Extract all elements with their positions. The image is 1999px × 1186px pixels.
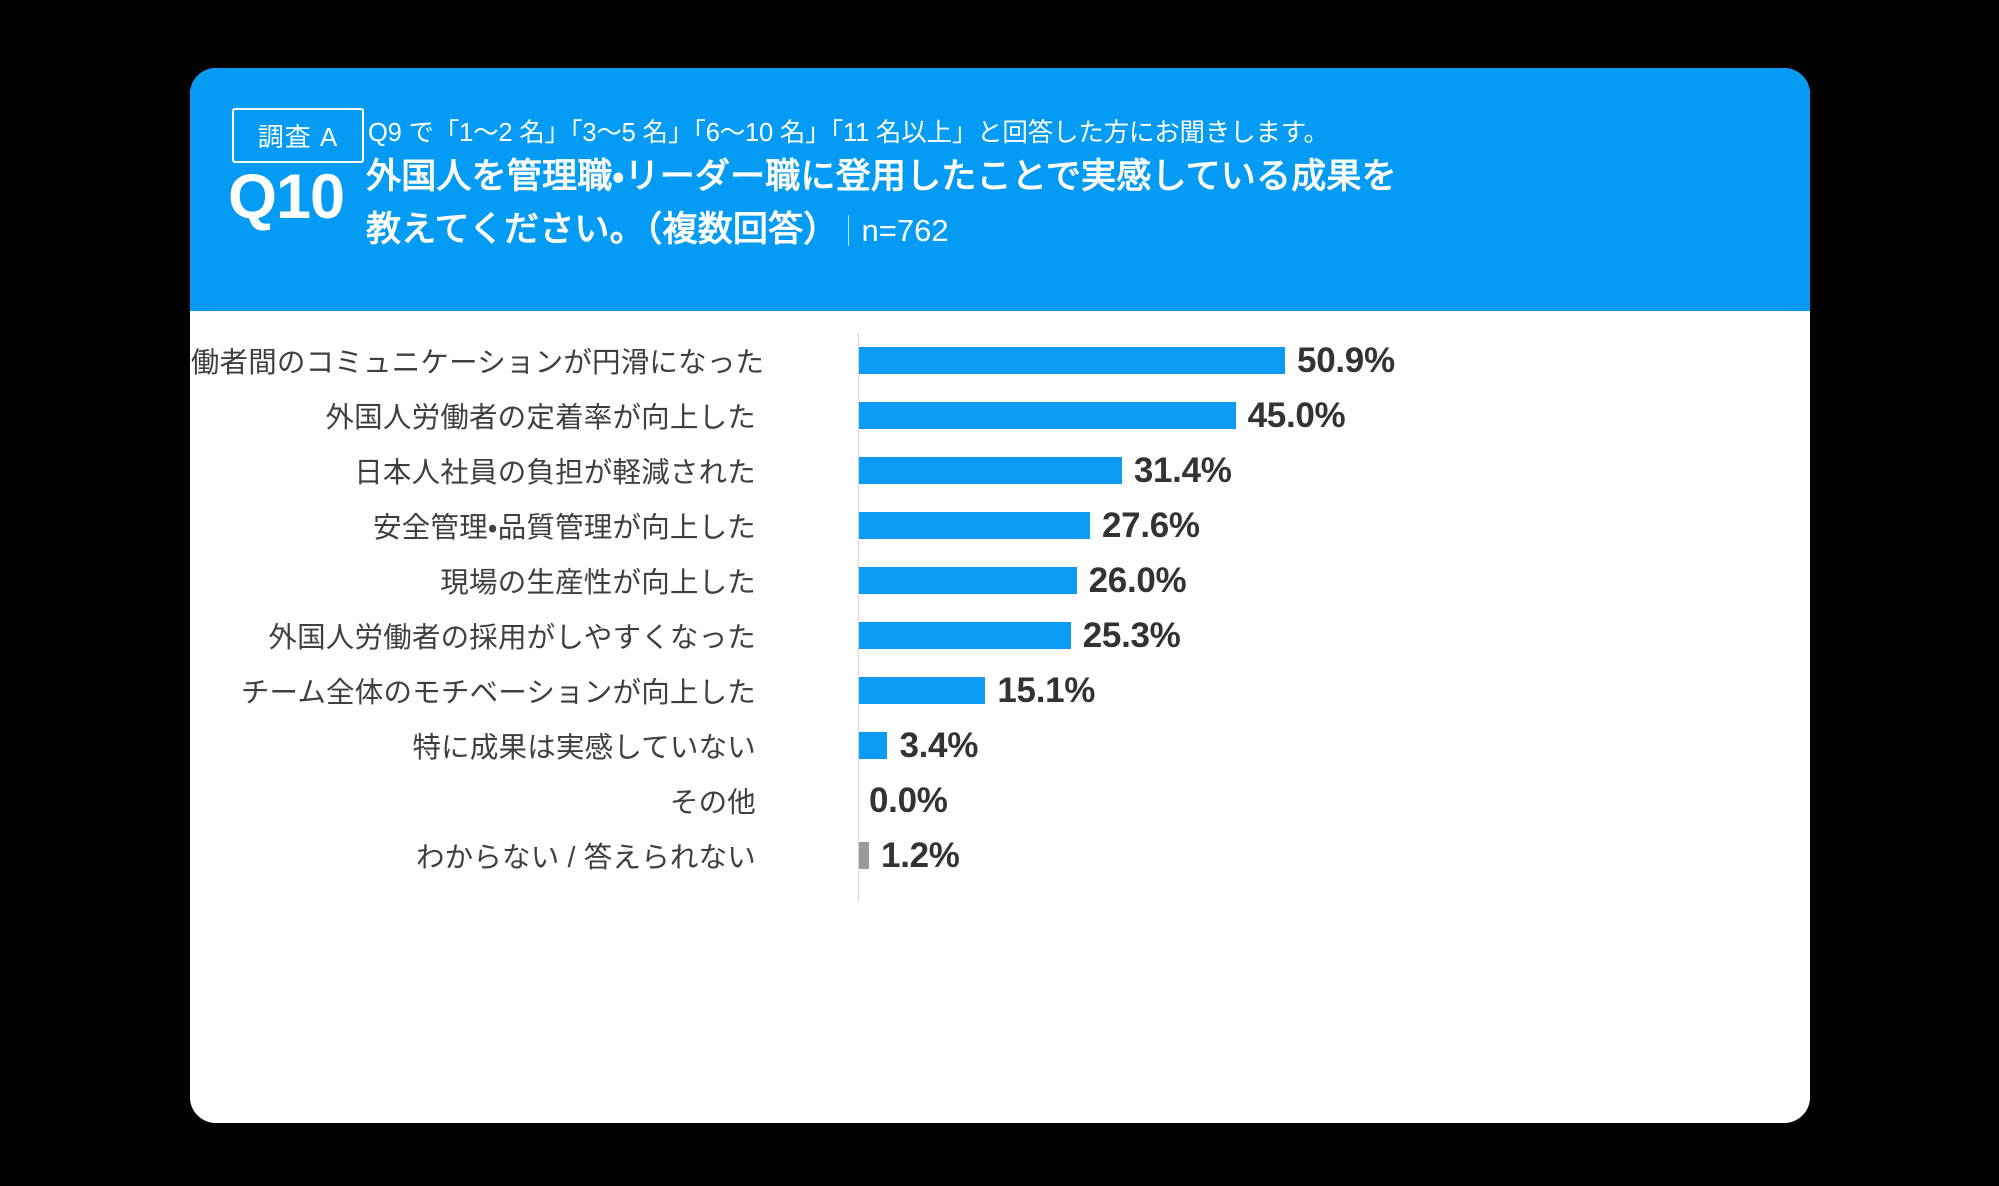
chart-row: その他 0.0% <box>190 773 1810 828</box>
chart-bar-value: 27.6% <box>1102 505 1200 545</box>
chart-bar <box>859 512 1090 539</box>
chart-row-label: 安全管理・品質管理が向上した <box>373 512 756 544</box>
chart-bar <box>859 732 888 759</box>
chart-bar-wrap: 3.4% <box>859 718 1759 773</box>
chart-bar-value: 1.2% <box>881 835 960 875</box>
question-title: 外国人を管理職・リーダー職に登用したことで実感している成果を 教えてください。（… <box>366 150 1397 256</box>
chart-row: 現場の生産性が向上した 26.0% <box>190 553 1810 608</box>
chart-row: 外国人労働者の採用がしやすくなった 25.3% <box>190 608 1810 663</box>
chart-bar <box>859 622 1071 649</box>
chart-bar-value: 31.4% <box>1133 450 1232 490</box>
sample-size: n=762 <box>861 213 949 249</box>
chart-row: 日本人社員の負担が軽減された 31.4% <box>190 443 1810 498</box>
chart-bar-wrap: 0.0% <box>859 773 1759 828</box>
chart-bar <box>859 402 1236 429</box>
chart-bar-value: 50.9% <box>1297 340 1395 380</box>
chart-bar-wrap: 1.2% <box>859 828 1759 883</box>
chart-row: 外国人労働者の定着率が向上した 45.0% <box>190 388 1810 443</box>
chart-bar-value: 25.3% <box>1082 615 1181 655</box>
chart-bar <box>859 567 1077 594</box>
chart-bar-value: 0.0% <box>869 780 948 820</box>
chart-bar <box>859 842 870 869</box>
chart-bar-wrap: 25.3% <box>859 608 1759 663</box>
chart-row: 特に成果は実感していない 3.4% <box>190 718 1810 773</box>
chart-bar-wrap: 31.4% <box>859 443 1759 498</box>
chart-bar-value: 26.0% <box>1088 560 1187 600</box>
chart-bar-wrap: 26.0% <box>859 553 1759 608</box>
chart-row-label: チーム全体のモチベーションが向上した <box>240 677 756 709</box>
chart-row-label: 特に成果は実感していない <box>412 732 756 764</box>
chart-row: 外国人労働者間のコミュニケーションが円滑になった 50.9% <box>190 333 1810 388</box>
chart-axis-line <box>858 333 859 901</box>
question-title-line2-text: 教えてください。（複数回答） <box>366 210 839 250</box>
chart-row: 安全管理・品質管理が向上した 27.6% <box>190 498 1810 553</box>
chart-row-label: 外国人労働者間のコミュニケーションが円滑になった <box>190 347 765 379</box>
chart-bar <box>859 347 1286 374</box>
question-title-line1: 外国人を管理職・リーダー職に登用したことで実感している成果を <box>366 157 1397 196</box>
chart-row: チーム全体のモチベーションが向上した 15.1% <box>190 663 1810 718</box>
chart-bar-wrap: 50.9% <box>859 333 1759 388</box>
survey-card: 調査 A Q10 Q9 で「1〜2 名」「3〜5 名」「6〜10 名」「11 名… <box>190 68 1810 1123</box>
chart-bar-value: 3.4% <box>899 725 979 765</box>
chart-bar-value: 15.1% <box>997 670 1096 710</box>
question-title-line2: 教えてください。（複数回答） n=762 <box>366 203 1397 256</box>
card-header: 調査 A Q10 Q9 で「1〜2 名」「3〜5 名」「6〜10 名」「11 名… <box>190 68 1810 311</box>
chart-bar-wrap: 15.1% <box>859 663 1759 718</box>
question-number: Q10 <box>228 162 345 232</box>
chart-row-label: 外国人労働者の採用がしやすくなった <box>268 622 756 654</box>
survey-badge: 調査 A <box>232 108 364 163</box>
chart-bar-wrap: 45.0% <box>859 388 1759 443</box>
bar-chart: 外国人労働者間のコミュニケーションが円滑になった 50.9% 外国人労働者の定着率が… <box>190 311 1810 1123</box>
chart-bar-value: 45.0% <box>1247 395 1346 435</box>
chart-row-label: その他 <box>669 787 756 819</box>
chart-bar-wrap: 27.6% <box>859 498 1759 553</box>
chart-row-label: 日本人社員の負担が軽減された <box>354 457 756 489</box>
chart-row: わからない / 答えられない 1.2% <box>190 828 1810 883</box>
question-subtitle: Q9 で「1〜2 名」「3〜5 名」「6〜10 名」「11 名以上」と回答した方… <box>368 119 1329 147</box>
chart-row-label: 外国人労働者の定着率が向上した <box>325 402 756 434</box>
chart-bar <box>859 457 1122 484</box>
chart-bar <box>859 677 986 704</box>
chart-row-label: 現場の生産性が向上した <box>440 567 756 599</box>
chart-row-label: わからない / 答えられない <box>415 842 756 874</box>
title-separator <box>847 215 849 247</box>
